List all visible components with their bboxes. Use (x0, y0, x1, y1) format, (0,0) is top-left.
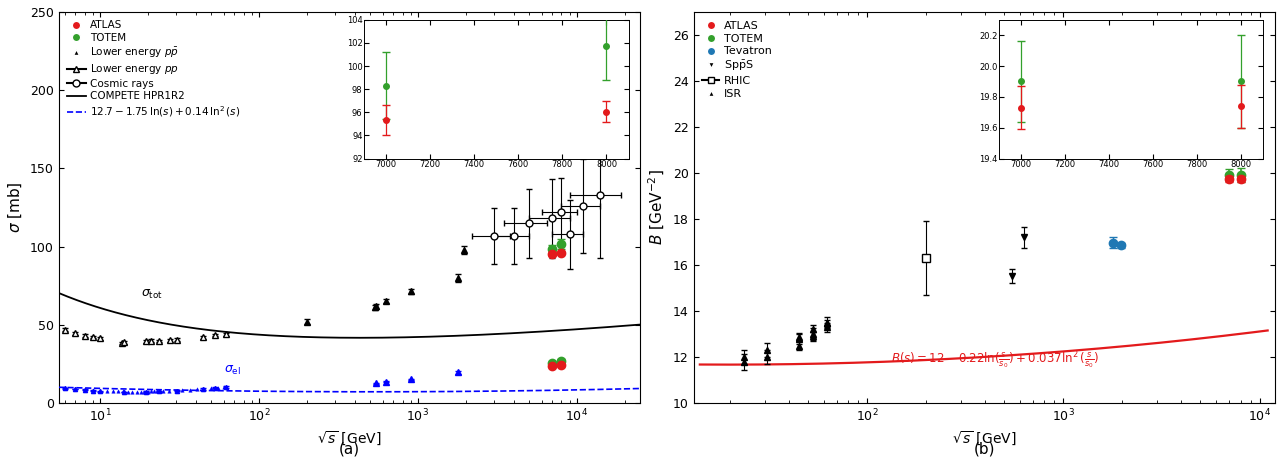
Text: $\sigma_{\rm tot}$: $\sigma_{\rm tot}$ (141, 288, 163, 301)
Text: $B(s){=}12 - 0.22\ln(\frac{s}{s_0}) + 0.037\ln^2(\frac{s}{s_0})$: $B(s){=}12 - 0.22\ln(\frac{s}{s_0}) + 0.… (891, 350, 1100, 371)
Legend: ATLAS, TOTEM, Tevatron, $\mathrm{Sp}\bar{\mathrm{p}}\mathrm{S}$, RHIC, ISR: ATLAS, TOTEM, Tevatron, $\mathrm{Sp}\bar… (699, 17, 774, 102)
Text: (a): (a) (338, 442, 360, 457)
Text: (b): (b) (973, 442, 995, 457)
Y-axis label: $B$ [GeV$^{-2}$]: $B$ [GeV$^{-2}$] (647, 169, 667, 246)
X-axis label: $\sqrt{s}$ [GeV]: $\sqrt{s}$ [GeV] (317, 430, 382, 448)
X-axis label: $\sqrt{s}$ [GeV]: $\sqrt{s}$ [GeV] (953, 430, 1017, 448)
Legend: ATLAS, TOTEM, Lower energy $p\bar{p}$, Lower energy $pp$, Cosmic rays, COMPETE H: ATLAS, TOTEM, Lower energy $p\bar{p}$, L… (64, 17, 244, 122)
Y-axis label: $\sigma$ [mb]: $\sigma$ [mb] (6, 182, 24, 233)
Text: $\sigma_{\rm el}$: $\sigma_{\rm el}$ (223, 364, 241, 377)
